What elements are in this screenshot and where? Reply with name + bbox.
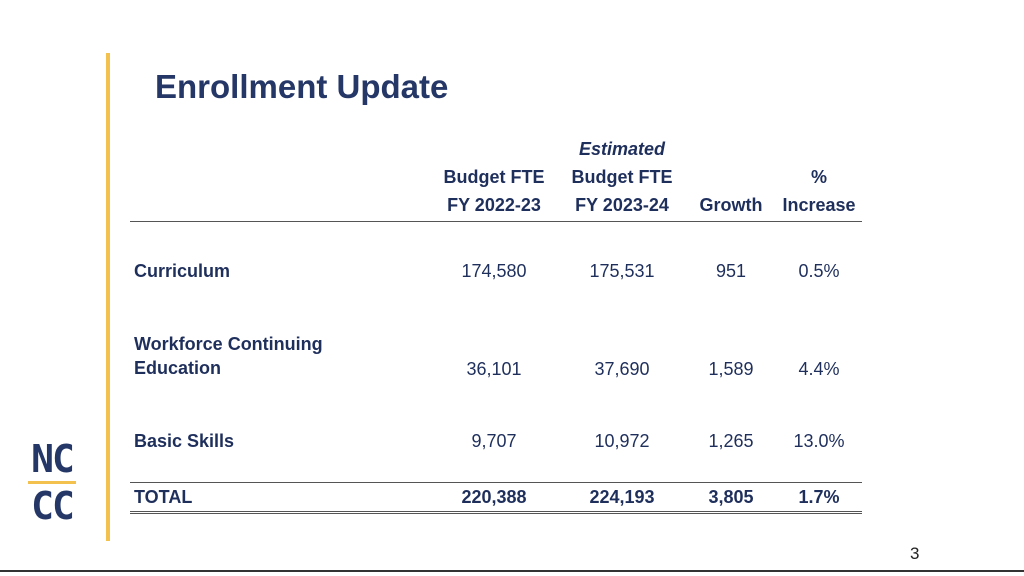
table-row: Workforce Continuing Education 36,101 37… [130,314,862,380]
cell-pct: 0.5% [798,260,840,281]
row-label: Basic Skills [134,431,235,451]
cell-fte-2324: 10,972 [594,431,650,451]
header-text: Budget FTE [571,167,673,187]
logo-line-1: NC [31,437,75,481]
total-fte-2324: 224,193 [558,482,686,514]
header-growth: Growth [699,195,763,215]
header-text: Estimated [578,139,666,159]
total-growth: 3,805 [686,482,776,514]
header-text: FY 2023-24 [575,195,669,215]
table-spacer [130,454,862,483]
cell-pct: 13.0% [793,431,845,451]
cell-fte-2223: 174,580 [461,260,527,281]
cell-pct: 4.4% [798,359,840,379]
table-row: Basic Skills 9,707 10,972 1,265 13.0% [130,380,862,454]
cell-growth: 1,589 [708,359,754,379]
logo-line-2: CC [31,484,75,528]
bottom-rule [0,570,1024,572]
header-pct-increase: % Increase [776,135,862,222]
cell-fte-2223: 36,101 [466,359,522,379]
slide-title: Enrollment Update [155,68,449,105]
nccc-logo: NC CC [24,440,80,525]
table-header-row: Budget FTE FY 2022-23 Estimated Budget F… [130,135,862,222]
header-text: % [810,167,827,187]
row-label-line: Workforce Continuing [134,334,323,354]
header-est-budget-fte-2324: Estimated Budget FTE FY 2023-24 [558,135,686,222]
table-row: Curriculum 174,580 175,531 951 0.5% [130,222,862,315]
header-text: Budget FTE [443,167,545,187]
header-budget-fte-2223: Budget FTE FY 2022-23 [430,135,558,222]
header-empty [130,135,430,222]
header-text: FY 2022-23 [447,195,541,215]
row-label-line: Education [134,358,222,378]
row-label: Workforce Continuing Education [130,314,430,380]
cell-fte-2324: 37,690 [594,359,650,379]
accent-bar [106,53,110,541]
cell-fte-2324: 175,531 [589,260,655,281]
row-label: Curriculum [134,260,231,281]
page-number: 3 [910,544,920,563]
table-total-row: TOTAL 220,388 224,193 3,805 1.7% [130,482,862,514]
enrollment-table: Budget FTE FY 2022-23 Estimated Budget F… [130,135,862,514]
cell-fte-2223: 9,707 [471,431,517,451]
header-text: Increase [782,195,856,215]
total-pct: 1.7% [776,482,862,514]
total-label: TOTAL [130,482,430,514]
cell-growth: 951 [715,260,747,281]
total-fte-2223: 220,388 [430,482,558,514]
logo-divider [28,481,76,484]
cell-growth: 1,265 [708,431,754,451]
